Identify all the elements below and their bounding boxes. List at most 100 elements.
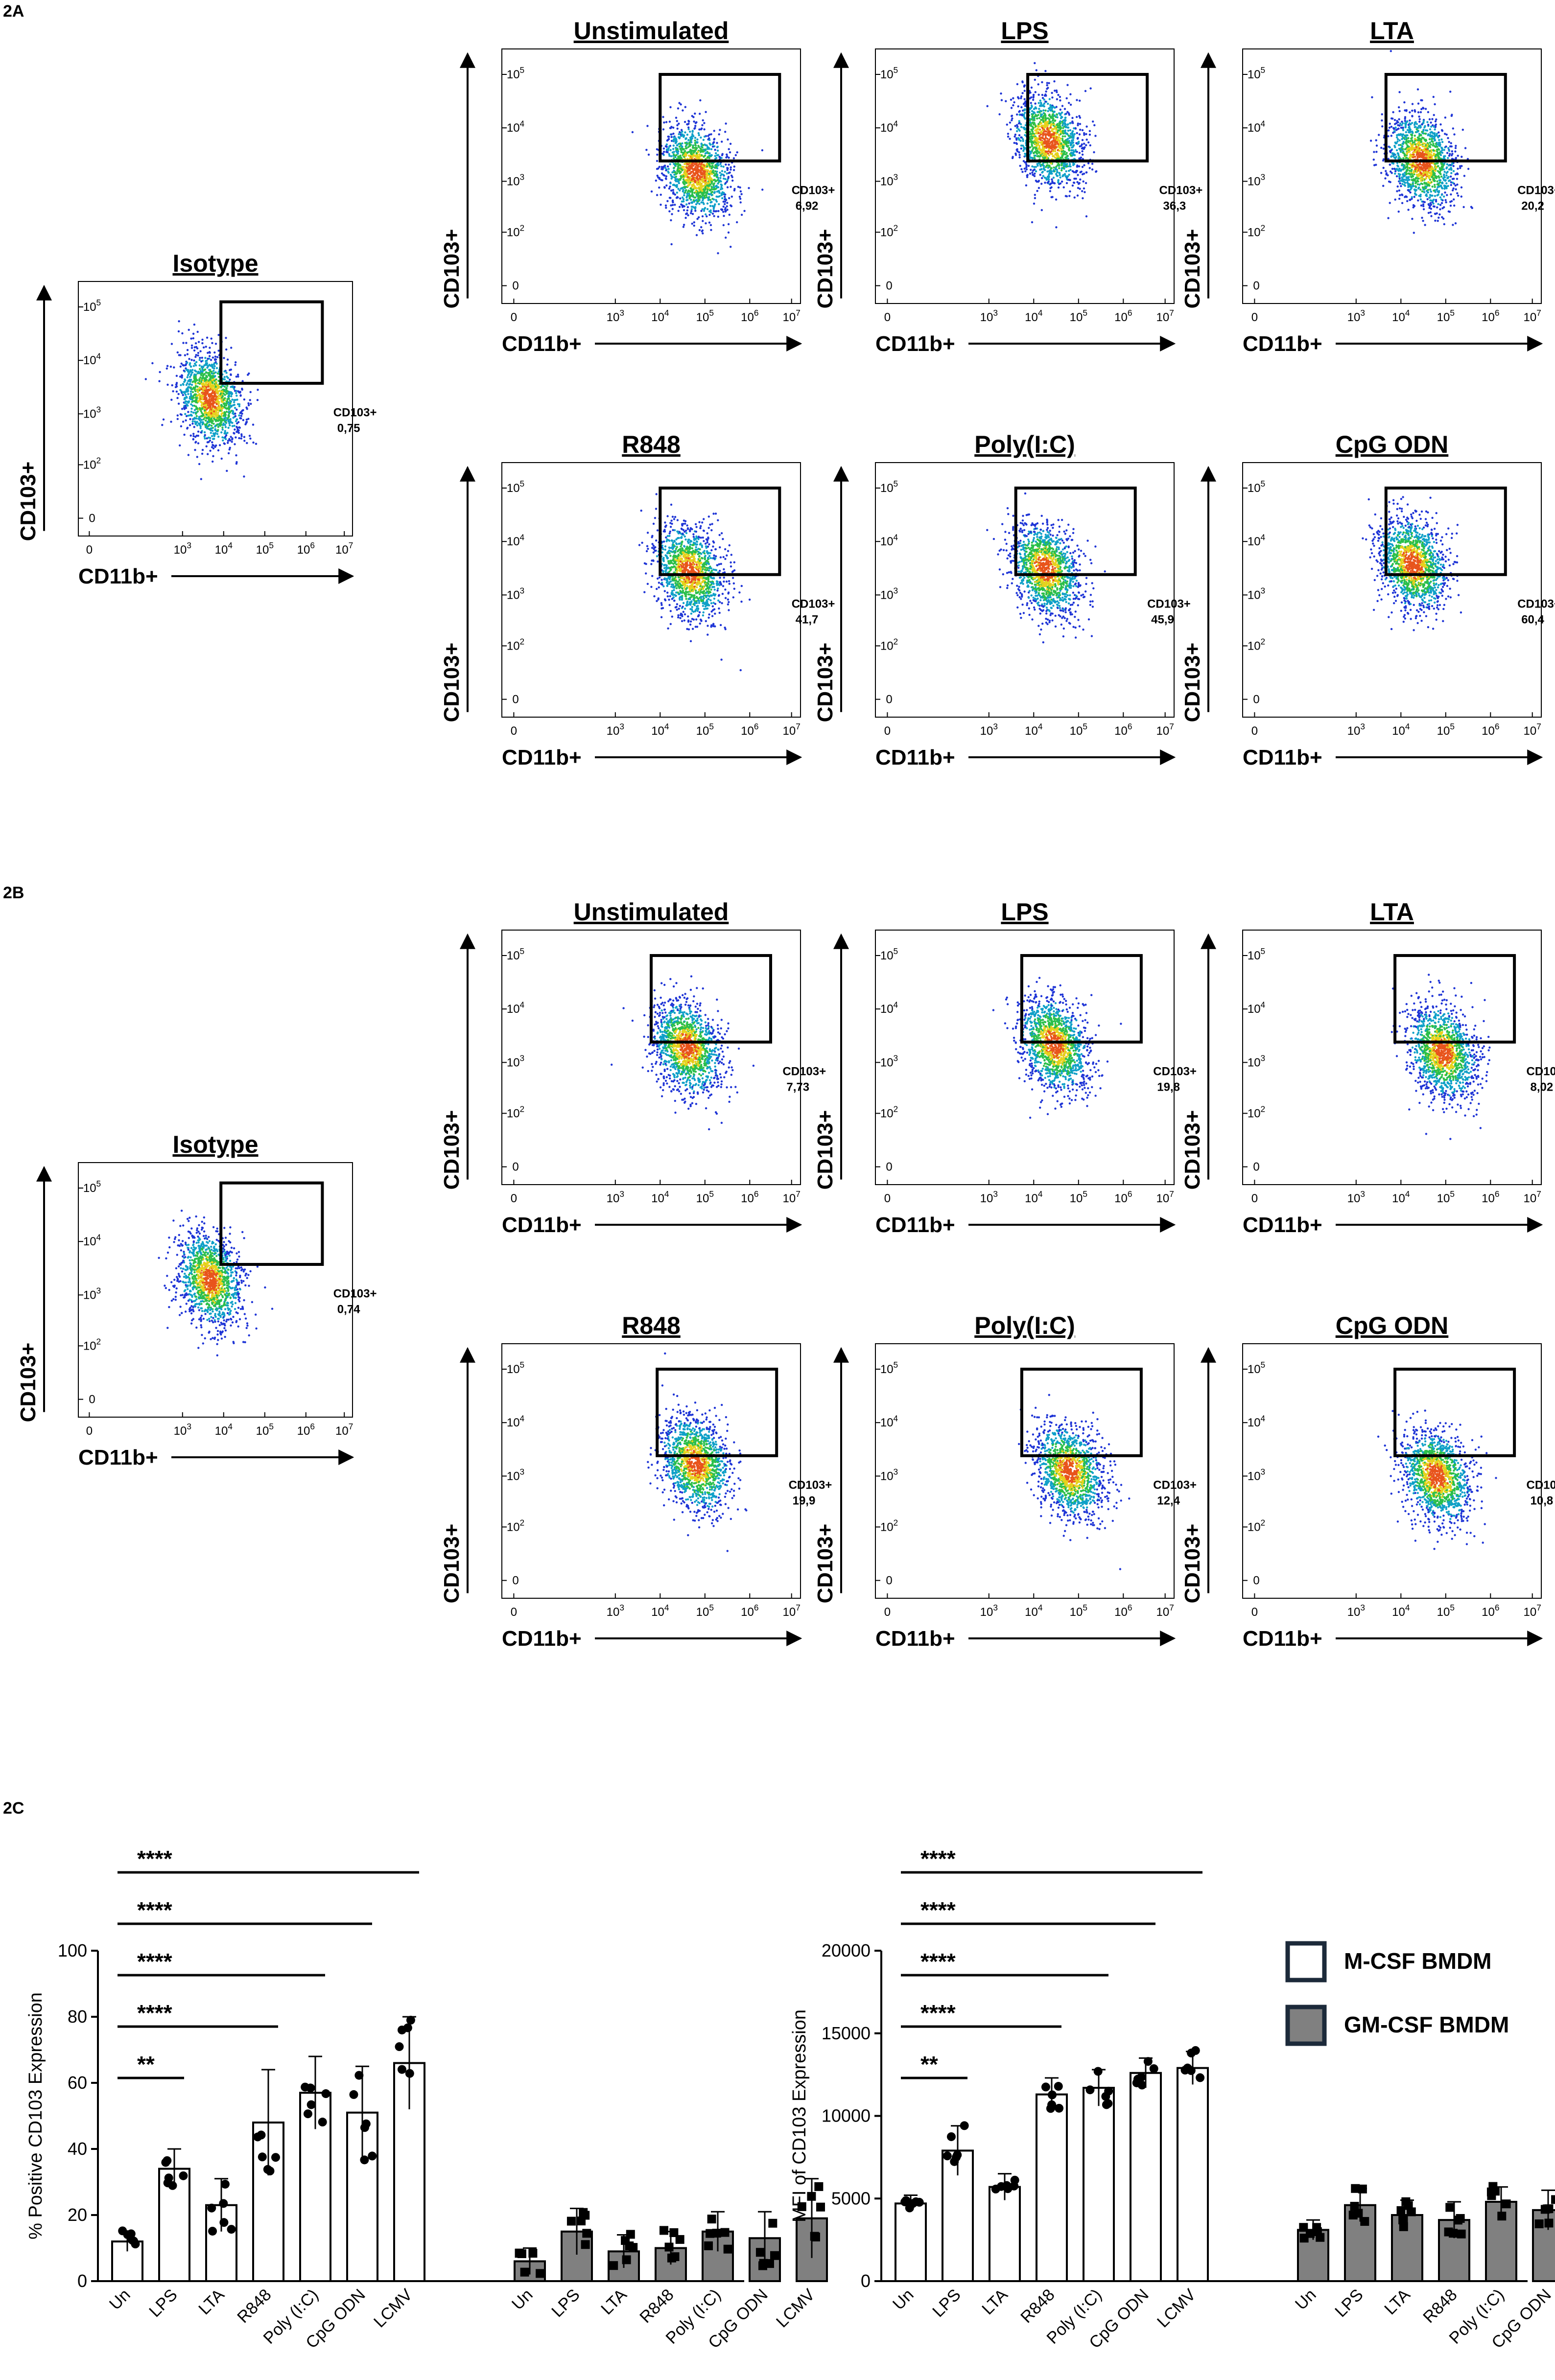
event-dot: [205, 374, 208, 377]
event-dot: [208, 369, 211, 371]
event-dot: [215, 444, 217, 447]
event-dot: [1000, 92, 1002, 95]
event-dot: [1083, 164, 1085, 166]
event-dot: [1373, 151, 1375, 153]
section-label-2a: 2A: [3, 2, 24, 21]
event-dot: [697, 132, 700, 135]
event-dot: [190, 344, 193, 347]
event-dot: [1040, 103, 1042, 105]
event-dot: [1081, 190, 1084, 192]
event-dot: [211, 414, 213, 417]
event-dot: [249, 391, 252, 394]
event-dot: [212, 397, 215, 400]
event-dot: [1043, 98, 1045, 101]
x-tick-label: 107: [1156, 308, 1174, 324]
event-dot: [1059, 172, 1061, 174]
event-dot: [1019, 123, 1022, 125]
event-dot: [227, 420, 230, 423]
event-dot: [1088, 167, 1091, 169]
event-dot: [208, 414, 210, 417]
event-dot: [1021, 92, 1024, 94]
event-dot: [233, 432, 236, 435]
event-dot: [699, 155, 701, 157]
event-dot: [1456, 183, 1459, 186]
event-dot: [725, 163, 727, 166]
event-dot: [225, 348, 228, 351]
event-dot: [656, 174, 659, 177]
event-dot: [1046, 164, 1048, 167]
event-dot: [734, 154, 737, 157]
event-dot: [1048, 140, 1050, 142]
event-dot: [713, 191, 716, 194]
event-dot: [686, 142, 688, 145]
event-dot: [196, 424, 199, 427]
event-dot: [202, 346, 205, 349]
event-dot: [674, 140, 677, 143]
event-dot: [217, 392, 219, 395]
event-dot: [730, 205, 733, 208]
event-dot: [206, 437, 208, 440]
event-dot: [697, 151, 700, 153]
event-dot: [1071, 117, 1074, 119]
event-dot: [702, 119, 704, 121]
event-dot: [1076, 164, 1079, 167]
event-dot: [185, 342, 188, 344]
event-dot: [185, 419, 187, 421]
event-dot: [1018, 120, 1020, 122]
event-dot: [238, 405, 241, 407]
event-dot: [1023, 115, 1025, 117]
event-dot: [679, 179, 682, 181]
event-dot: [696, 147, 698, 149]
event-dot: [201, 403, 204, 406]
x-tick-label: 106: [297, 540, 315, 557]
event-dot: [226, 402, 228, 405]
event-dot: [256, 399, 259, 401]
event-dot: [1066, 84, 1069, 86]
event-dot: [1093, 124, 1096, 126]
event-dot: [1022, 126, 1025, 129]
gate-label: CD103+: [333, 406, 377, 420]
event-dot: [1076, 138, 1079, 140]
event-dot: [212, 455, 214, 457]
event-dot: [215, 381, 217, 383]
event-dot: [228, 410, 230, 413]
event-dot: [706, 152, 708, 154]
event-dot: [1071, 184, 1074, 187]
event-dot: [209, 420, 212, 423]
event-dot: [1032, 119, 1035, 121]
event-dot: [671, 200, 674, 203]
event-dot: [670, 175, 673, 178]
event-dot: [1012, 97, 1014, 99]
event-dot: [208, 351, 211, 353]
event-dot: [1434, 219, 1437, 222]
event-dot: [684, 141, 686, 144]
event-dot: [1037, 111, 1039, 114]
event-dot: [739, 190, 742, 193]
event-dot: [1022, 160, 1025, 163]
event-dot: [1427, 181, 1430, 184]
event-dot: [660, 172, 663, 175]
event-dot: [211, 342, 213, 344]
event-dot: [1024, 112, 1026, 114]
event-dot: [1067, 129, 1069, 132]
event-dot: [701, 124, 704, 126]
event-dot: [187, 390, 189, 392]
event-dot: [684, 154, 687, 157]
event-dot: [1434, 103, 1436, 106]
event-dot: [1032, 169, 1035, 172]
event-dot: [230, 395, 233, 397]
event-dot: [683, 194, 685, 197]
event-dot: [726, 209, 729, 211]
event-dot: [1072, 122, 1074, 124]
event-dot: [724, 131, 727, 133]
event-dot: [190, 403, 192, 406]
event-dot: [1062, 140, 1065, 143]
event-dot: [1044, 145, 1046, 148]
event-dot: [687, 122, 690, 125]
event-dot: [1044, 182, 1046, 184]
event-dot: [1371, 96, 1373, 98]
event-dot: [193, 346, 196, 349]
event-dot: [1050, 121, 1052, 123]
event-dot: [695, 234, 698, 236]
event-dot: [721, 170, 724, 172]
